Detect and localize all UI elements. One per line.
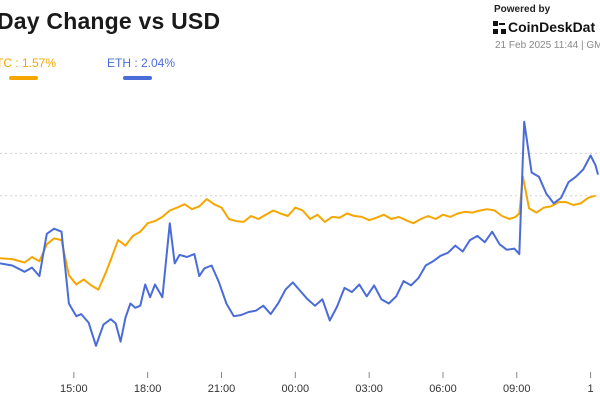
legend-eth-label[interactable]: ETH : 2.04% bbox=[107, 56, 176, 70]
eth-series-line[interactable] bbox=[0, 120, 599, 347]
brand-logo[interactable]: CoinDeskDat bbox=[493, 19, 595, 35]
x-tick-label: 1 bbox=[588, 383, 594, 395]
x-tick-label: 09:00 bbox=[503, 383, 531, 395]
brand-name: CoinDeskDat bbox=[508, 19, 596, 35]
legend-btc-label[interactable]: TC : 1.57% bbox=[0, 56, 57, 70]
timestamp: 21 Feb 2025 11:44 | GM bbox=[495, 40, 600, 51]
legend-btc-swatch bbox=[9, 76, 38, 80]
legend-eth-swatch bbox=[123, 76, 152, 80]
powered-by-label: Powered by bbox=[494, 4, 551, 15]
x-tick-label: 21:00 bbox=[208, 383, 236, 395]
x-axis: 15:00 18:00 21:00 00:00 03:00 06:00 09:00 1 bbox=[60, 372, 594, 395]
x-tick-label: 18:00 bbox=[134, 383, 162, 395]
x-tick-label: 15:00 bbox=[60, 383, 88, 395]
btc-series-line[interactable] bbox=[0, 175, 596, 291]
x-tick-label: 06:00 bbox=[429, 383, 457, 395]
grid-lines bbox=[0, 152, 600, 197]
series-lines bbox=[0, 120, 599, 347]
coindesk-logo-icon bbox=[493, 20, 506, 34]
chart-title: Day Change vs USD bbox=[0, 8, 221, 34]
x-tick-label: 00:00 bbox=[282, 383, 310, 395]
x-tick-label: 03:00 bbox=[355, 383, 383, 395]
